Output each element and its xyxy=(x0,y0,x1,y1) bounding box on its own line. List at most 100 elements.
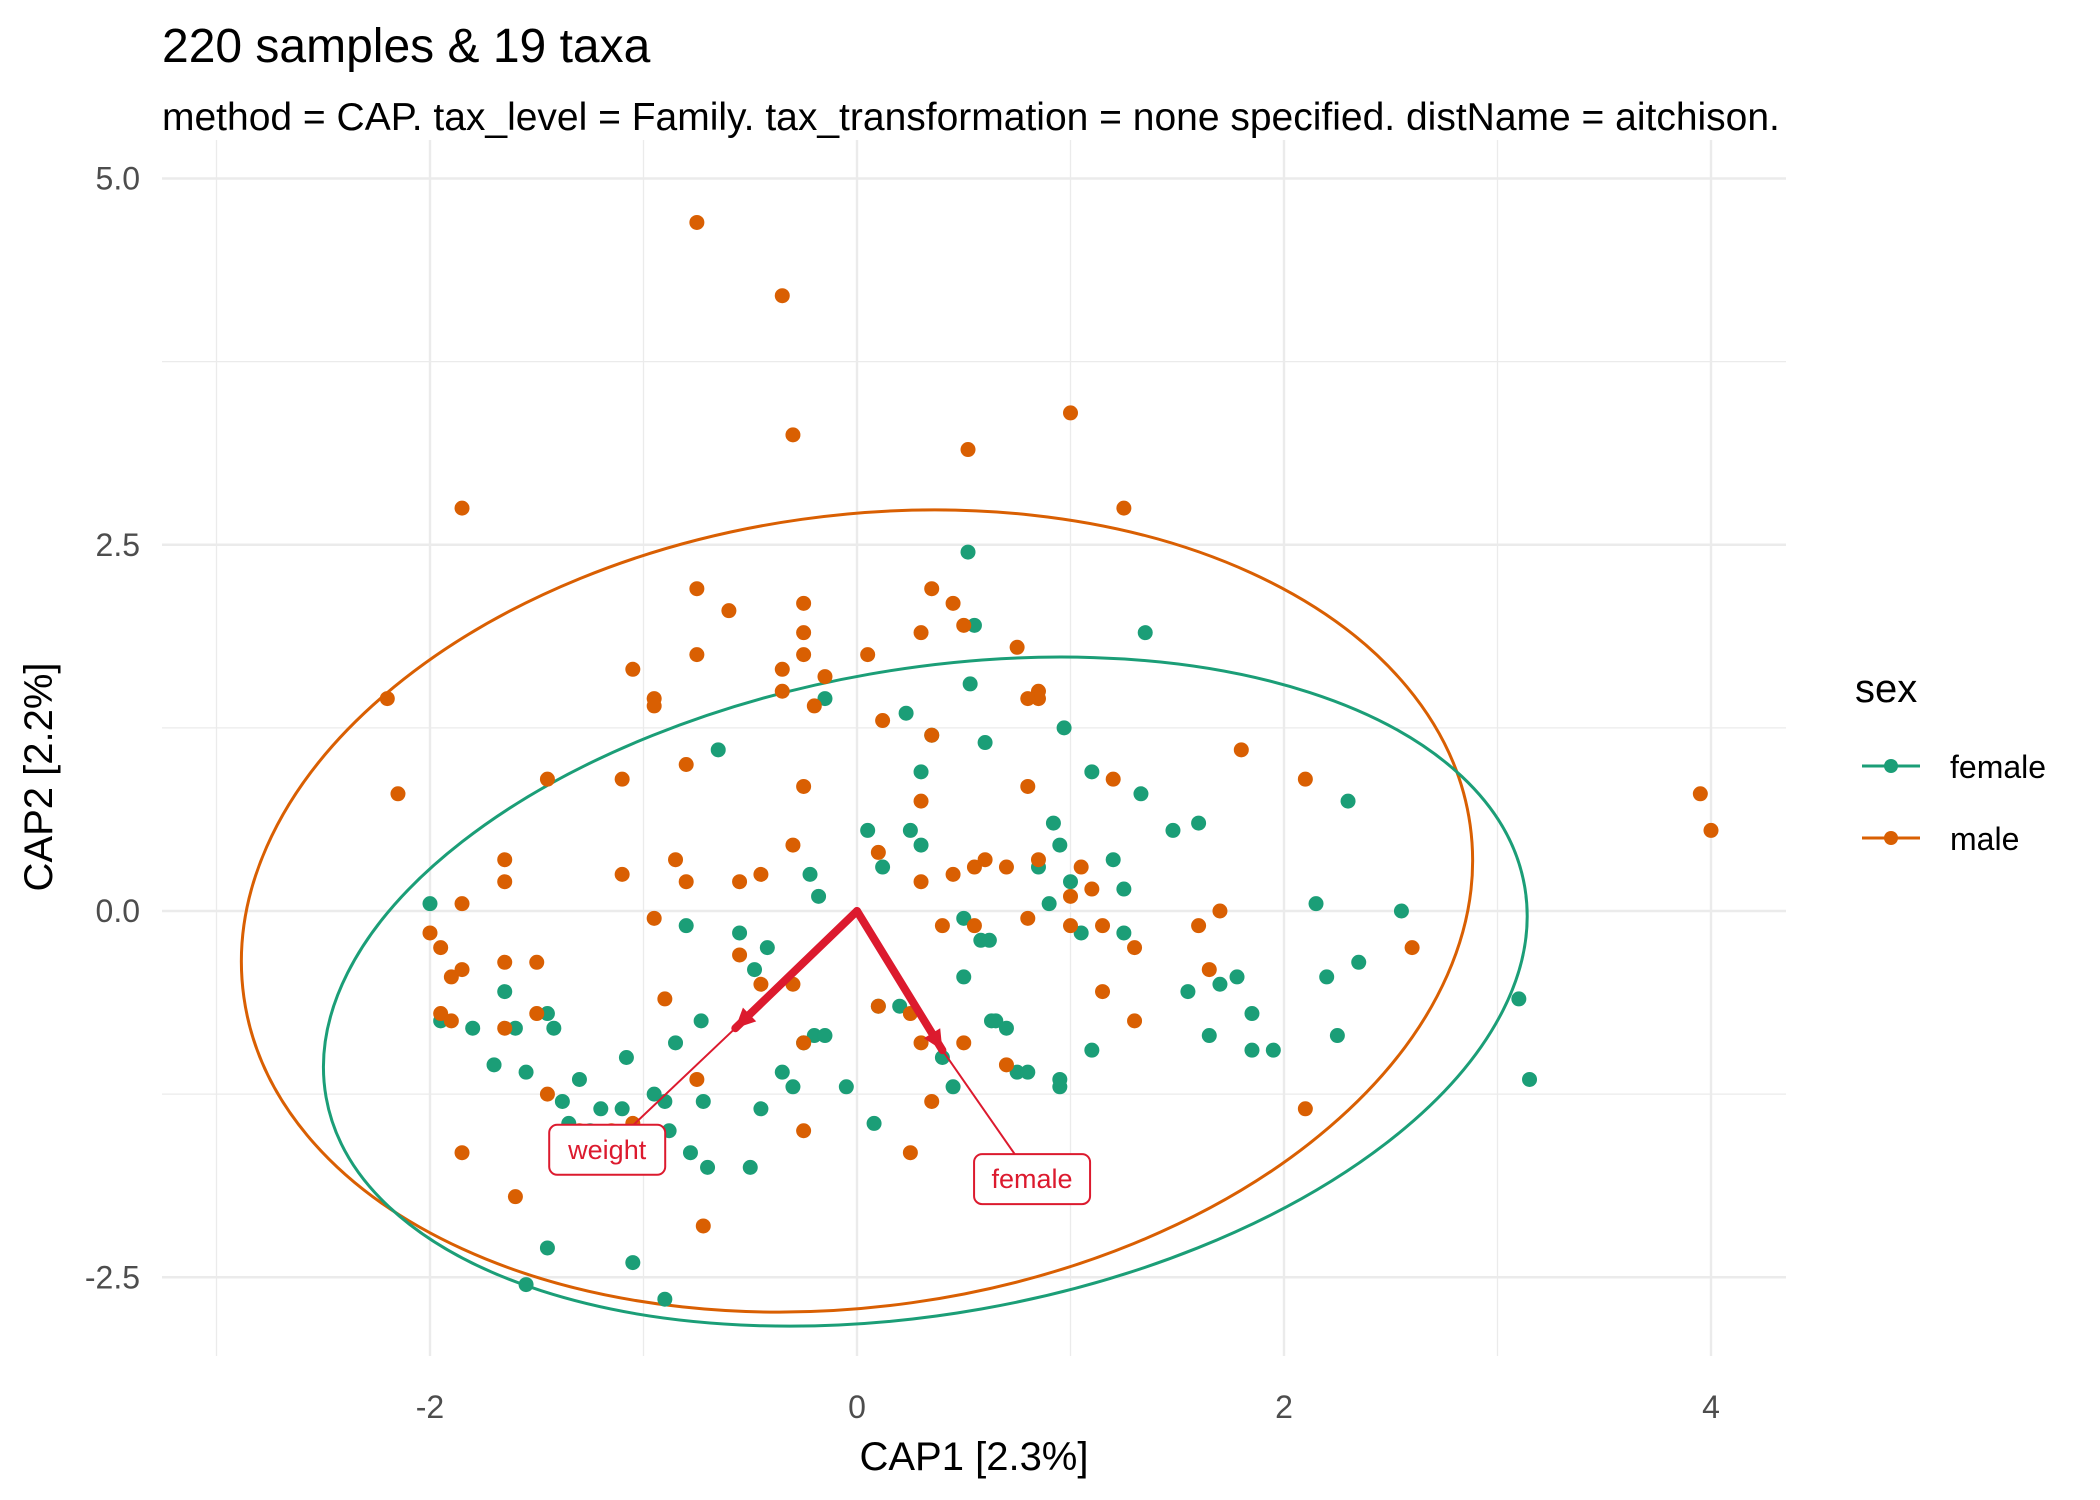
point-male xyxy=(924,727,940,743)
point-female xyxy=(960,544,976,560)
point-female xyxy=(956,910,972,926)
point-female xyxy=(785,1079,801,1095)
point-male xyxy=(1297,771,1313,787)
point-male xyxy=(1084,881,1100,897)
point-female xyxy=(1329,1028,1345,1044)
point-female xyxy=(732,925,748,941)
point-male xyxy=(1127,940,1143,956)
point-female xyxy=(1244,1006,1260,1022)
point-male xyxy=(433,940,449,956)
point-male xyxy=(1095,984,1111,1000)
point-male xyxy=(689,581,705,597)
point-female xyxy=(1511,991,1527,1007)
point-male xyxy=(507,1189,523,1205)
point-female xyxy=(486,1057,502,1073)
point-male xyxy=(614,771,630,787)
y-axis-ticks: -2.5 0.0 2.5 5.0 xyxy=(85,161,140,1296)
point-female xyxy=(817,1028,833,1044)
point-female xyxy=(1041,896,1057,912)
point-male xyxy=(1063,405,1078,421)
point-male xyxy=(753,976,769,992)
point-female xyxy=(571,1071,587,1087)
point-male xyxy=(785,427,801,443)
plot-grid xyxy=(162,140,1786,1356)
point-female xyxy=(1052,1071,1068,1087)
point-male xyxy=(657,991,673,1007)
legend-item-female: female xyxy=(1862,749,2046,785)
point-male xyxy=(902,1145,918,1161)
point-male xyxy=(625,661,641,677)
point-male xyxy=(913,625,929,641)
ellipse-male xyxy=(239,508,1475,1314)
x-tick-label: -2 xyxy=(416,1389,444,1425)
point-female xyxy=(1063,874,1078,890)
point-male xyxy=(796,778,812,794)
point-male xyxy=(668,852,684,868)
point-female xyxy=(1522,1071,1538,1087)
y-tick-label: 2.5 xyxy=(96,527,140,563)
point-male xyxy=(1030,852,1046,868)
point-female xyxy=(554,1093,570,1109)
y-tick-label: -2.5 xyxy=(85,1259,140,1295)
point-female xyxy=(1340,793,1356,809)
point-male xyxy=(817,669,833,685)
x-tick-label: 0 xyxy=(848,1389,866,1425)
point-male xyxy=(913,1035,929,1051)
point-female xyxy=(646,1086,662,1102)
point-male xyxy=(956,617,972,633)
point-male xyxy=(1105,771,1121,787)
point-male xyxy=(945,866,961,882)
point-female xyxy=(1165,822,1181,838)
point-female xyxy=(546,1020,562,1036)
point-female xyxy=(913,764,929,780)
point-male xyxy=(689,214,705,230)
point-female xyxy=(966,617,982,633)
point-female xyxy=(678,918,694,934)
point-female xyxy=(1393,903,1409,919)
point-male xyxy=(497,954,513,970)
arrow-label-weight: weight xyxy=(567,1135,647,1165)
point-female xyxy=(465,1020,481,1036)
y-tick-label: 0.0 xyxy=(96,893,140,929)
point-female xyxy=(507,1020,523,1036)
x-axis-title: CAP1 [2.3%] xyxy=(859,1435,1088,1479)
point-male xyxy=(1020,910,1036,926)
point-female xyxy=(1073,925,1089,941)
point-female xyxy=(1244,1042,1260,1058)
point-female xyxy=(981,932,997,948)
point-male xyxy=(678,757,694,772)
point-male xyxy=(977,852,993,868)
point-female xyxy=(497,984,513,1000)
point-male xyxy=(497,874,513,890)
point-female xyxy=(1308,896,1324,912)
point-female xyxy=(518,1277,534,1293)
group-ellipses xyxy=(239,508,1529,1328)
point-male xyxy=(454,962,470,978)
legend-label-female: female xyxy=(1950,749,2046,785)
point-female xyxy=(806,1028,822,1044)
point-male xyxy=(796,1123,812,1139)
point-male xyxy=(774,661,790,677)
point-male xyxy=(934,918,950,934)
point-female xyxy=(1201,1028,1217,1044)
point-female xyxy=(902,822,918,838)
point-male xyxy=(1703,822,1719,838)
point-female xyxy=(1191,815,1207,831)
arrow-label-female: female xyxy=(992,1164,1073,1194)
point-male xyxy=(960,442,976,458)
arrow-label-box-weight xyxy=(548,1123,667,1176)
point-male xyxy=(924,581,940,597)
point-female xyxy=(945,1079,961,1095)
ellipse-female xyxy=(321,655,1529,1328)
arrow-label-box-female xyxy=(973,1153,1092,1206)
point-male xyxy=(956,1035,972,1051)
point-male xyxy=(998,859,1014,875)
point-female xyxy=(710,742,726,758)
point-female xyxy=(802,866,818,882)
x-axis-ticks: -2 0 2 4 xyxy=(416,1389,1720,1425)
point-female xyxy=(759,940,775,956)
point-female xyxy=(977,735,993,751)
x-tick-label: 2 xyxy=(1275,1389,1293,1425)
point-male xyxy=(1692,786,1708,802)
